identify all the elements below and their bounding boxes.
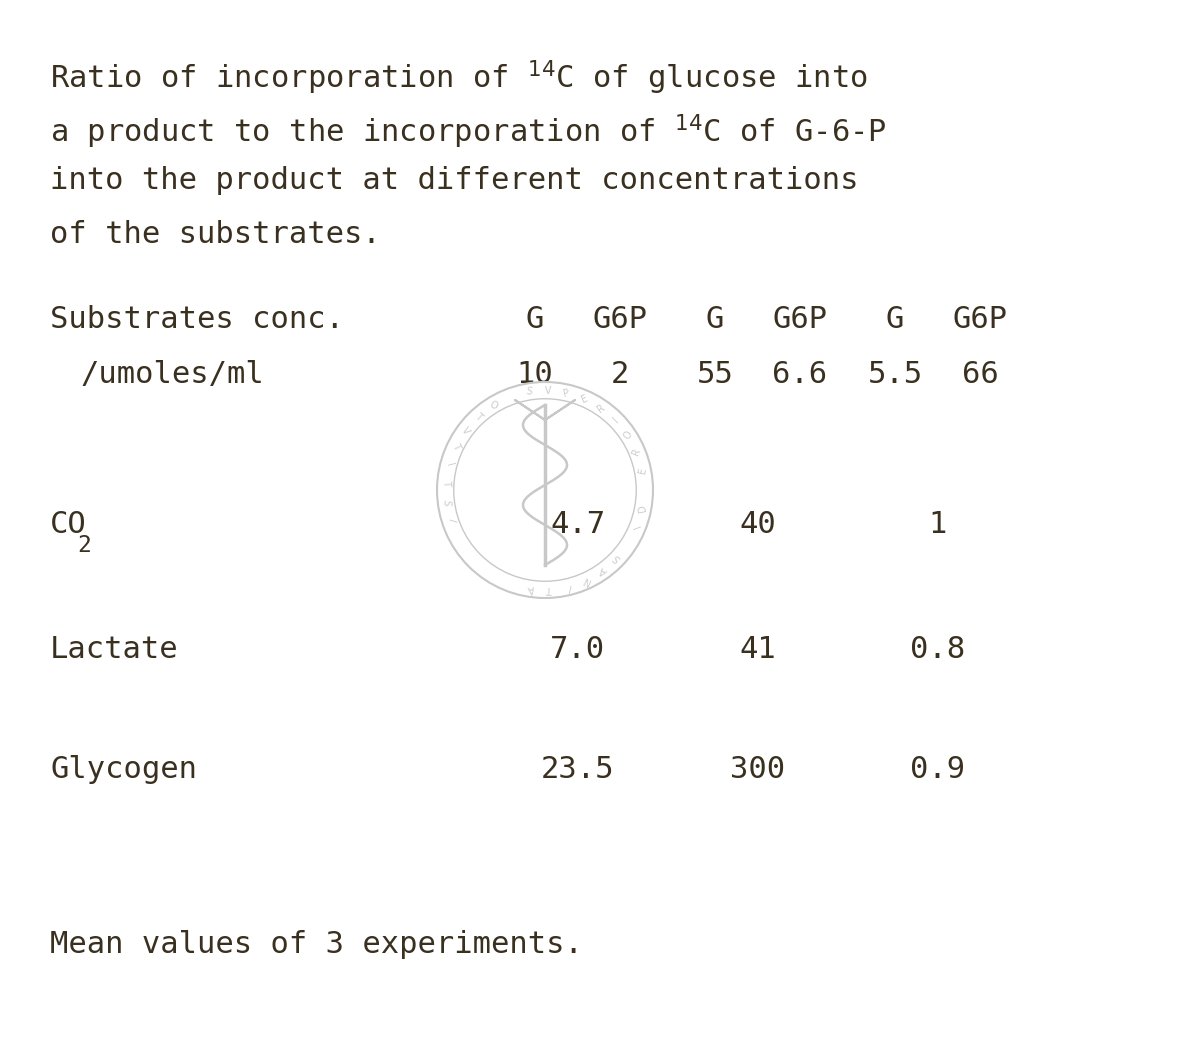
Text: Ratio of incorporation of $^{14}$C of glucose into: Ratio of incorporation of $^{14}$C of gl… [50, 59, 868, 96]
Text: Substrates conc.: Substrates conc. [50, 305, 344, 334]
Text: 66: 66 [961, 359, 998, 389]
Text: O: O [487, 399, 499, 412]
Text: G6P: G6P [773, 305, 828, 334]
Text: 300: 300 [730, 754, 785, 784]
Text: 5.5: 5.5 [868, 359, 923, 389]
Text: a product to the incorporation of $^{14}$C of G-6-P: a product to the incorporation of $^{14}… [50, 112, 887, 150]
Text: I: I [444, 462, 454, 467]
Text: 1: 1 [929, 510, 947, 539]
Text: T: T [450, 442, 461, 451]
Text: G: G [526, 305, 544, 334]
Text: O: O [622, 429, 634, 441]
Text: Mean values of 3 experiments.: Mean values of 3 experiments. [50, 930, 583, 959]
Text: G: G [706, 305, 724, 334]
Text: V: V [545, 386, 551, 396]
Text: I: I [566, 581, 571, 591]
Text: 6.6: 6.6 [773, 359, 828, 389]
Text: into the product at different concentrations: into the product at different concentrat… [50, 166, 858, 195]
Text: 40: 40 [739, 510, 776, 539]
Text: P: P [563, 388, 571, 398]
Text: I: I [632, 522, 643, 529]
Text: G: G [886, 305, 904, 334]
Text: 0.8: 0.8 [910, 635, 965, 664]
Text: R: R [595, 402, 607, 414]
Text: R: R [631, 446, 643, 457]
Text: 10: 10 [517, 359, 553, 389]
Text: 0.9: 0.9 [910, 754, 965, 784]
Text: 4.7: 4.7 [550, 510, 605, 539]
Text: À: À [527, 583, 535, 594]
Text: S: S [612, 553, 623, 563]
Text: E: E [637, 466, 648, 474]
Text: Glycogen: Glycogen [50, 754, 197, 784]
Text: Lactate: Lactate [50, 635, 179, 664]
Text: E: E [580, 393, 589, 404]
Text: 41: 41 [739, 635, 776, 664]
Text: G6P: G6P [593, 305, 648, 334]
Text: G6P: G6P [953, 305, 1008, 334]
Text: S: S [526, 387, 533, 397]
Text: D: D [637, 503, 648, 512]
Text: 55: 55 [697, 359, 733, 389]
Text: A: A [598, 564, 608, 577]
Text: T: T [440, 480, 451, 487]
Text: N: N [581, 574, 593, 586]
Text: I: I [611, 416, 620, 425]
Text: 23.5: 23.5 [541, 754, 614, 784]
Text: 2: 2 [77, 534, 91, 557]
Text: /umoles/ml: /umoles/ml [80, 359, 264, 389]
Text: I: I [445, 517, 456, 524]
Text: T: T [473, 411, 484, 422]
Text: S: S [442, 498, 451, 506]
Text: 7.0: 7.0 [550, 635, 605, 664]
Text: 2: 2 [611, 359, 629, 389]
Text: of the substrates.: of the substrates. [50, 220, 380, 249]
Text: T: T [547, 584, 553, 595]
Text: CO: CO [50, 510, 86, 539]
Text: V: V [460, 425, 472, 436]
